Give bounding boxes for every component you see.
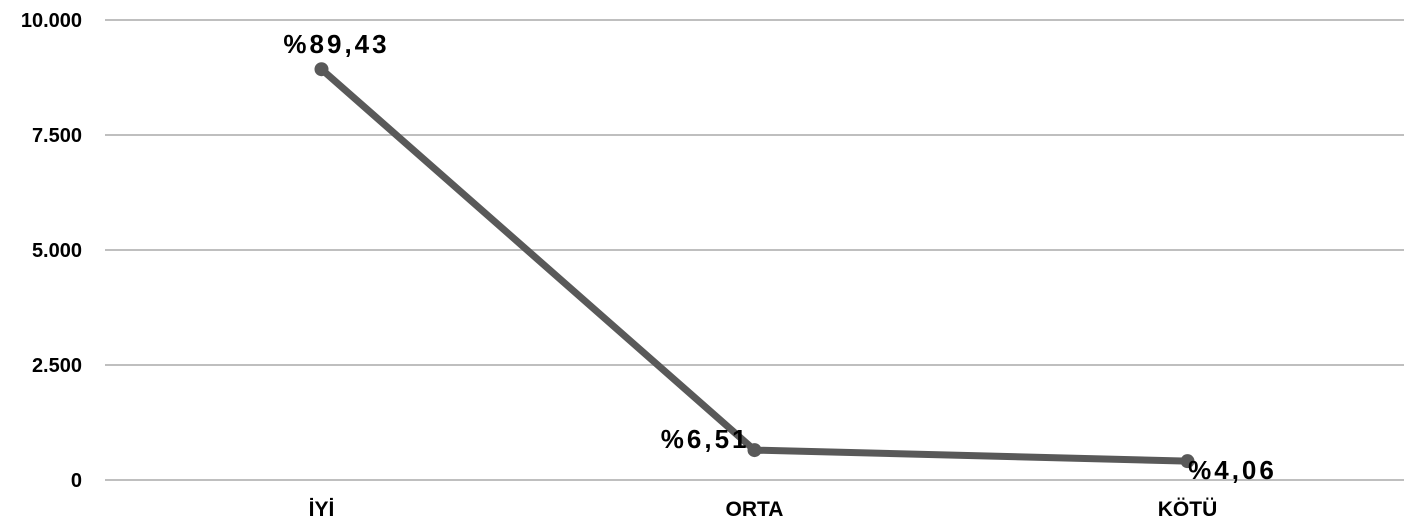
data-label: %6,51 bbox=[661, 424, 750, 454]
y-tick-label: 0 bbox=[71, 470, 82, 492]
data-label: %89,43 bbox=[283, 29, 389, 59]
y-tick-label: 7.500 bbox=[32, 125, 82, 147]
y-tick-label: 10.000 bbox=[21, 10, 82, 32]
gridlines bbox=[105, 19, 1404, 481]
data-labels: %89,43 %6,51 %4,06 bbox=[283, 29, 1277, 485]
y-tick-label: 5.000 bbox=[32, 240, 82, 262]
data-point bbox=[747, 443, 762, 458]
x-tick-label: ORTA bbox=[726, 498, 784, 521]
x-axis-ticks: İYİ ORTA KÖTÜ bbox=[309, 498, 1218, 521]
series bbox=[314, 62, 1195, 469]
x-tick-label: İYİ bbox=[309, 498, 335, 521]
data-point bbox=[314, 62, 329, 77]
y-axis-ticks: 0 2.500 5.000 7.500 10.000 bbox=[21, 10, 82, 492]
series-line bbox=[318, 65, 1191, 465]
data-point bbox=[1180, 454, 1195, 469]
data-label: %4,06 bbox=[1188, 455, 1277, 485]
y-tick-label: 2.500 bbox=[32, 355, 82, 377]
x-tick-label: KÖTÜ bbox=[1158, 498, 1218, 521]
